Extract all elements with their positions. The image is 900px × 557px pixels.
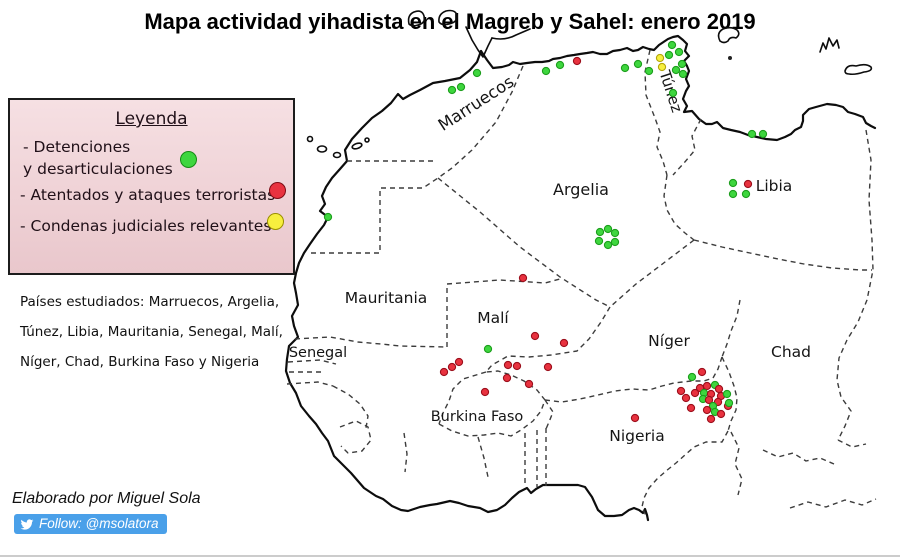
activity-marker bbox=[716, 409, 726, 419]
legend-item-attacks: - Atentados y ataques terroristas bbox=[20, 186, 276, 204]
twitter-follow-label: Follow: @msolatora bbox=[39, 516, 159, 531]
country-label-mauritania: Mauritania bbox=[345, 289, 428, 307]
activity-marker bbox=[728, 189, 738, 199]
activity-marker bbox=[610, 228, 620, 238]
activity-marker bbox=[702, 405, 712, 415]
spain-coast-east bbox=[491, 28, 531, 40]
island-pantelleria bbox=[728, 56, 732, 60]
twitter-follow-button[interactable]: Follow: @msolatora bbox=[14, 514, 167, 534]
activity-marker bbox=[743, 179, 753, 189]
island-balearic-1 bbox=[407, 10, 426, 27]
activity-marker bbox=[323, 212, 333, 222]
activity-marker bbox=[483, 344, 493, 354]
activity-marker bbox=[472, 68, 482, 78]
activity-marker bbox=[439, 367, 449, 377]
activity-marker bbox=[603, 240, 613, 250]
activity-marker bbox=[678, 69, 688, 79]
activity-marker bbox=[702, 381, 712, 391]
canary-islands bbox=[306, 135, 370, 159]
bottom-edge-line bbox=[0, 555, 900, 557]
country-label-burkina-faso: Burkina Faso bbox=[431, 409, 524, 425]
activity-marker bbox=[512, 361, 522, 371]
activity-marker bbox=[555, 60, 565, 70]
activity-marker bbox=[447, 85, 457, 95]
legend-title: Leyenda bbox=[115, 109, 188, 129]
country-label-senegal: Senegal bbox=[289, 345, 347, 361]
activity-marker bbox=[714, 384, 724, 394]
activity-marker bbox=[664, 50, 674, 60]
activity-marker bbox=[728, 178, 738, 188]
activity-marker bbox=[543, 362, 553, 372]
activity-marker bbox=[668, 88, 678, 98]
country-label-argelia: Argelia bbox=[553, 180, 609, 199]
activity-marker bbox=[603, 224, 613, 234]
activity-marker bbox=[655, 53, 665, 63]
activity-marker bbox=[706, 414, 716, 424]
twitter-bird-icon bbox=[20, 518, 34, 530]
activity-marker bbox=[644, 66, 654, 76]
activity-marker bbox=[502, 373, 512, 383]
country-label-malí: Malí bbox=[477, 309, 509, 327]
activity-marker bbox=[687, 372, 697, 382]
activity-marker bbox=[524, 379, 534, 389]
activity-markers bbox=[323, 40, 768, 424]
legend-item-sentences: - Condenas judiciales relevantes bbox=[20, 217, 272, 235]
activity-marker bbox=[456, 82, 466, 92]
activity-marker bbox=[541, 66, 551, 76]
legend-item-detentions: - Detenciones y desarticulaciones bbox=[23, 138, 173, 178]
activity-marker bbox=[630, 413, 640, 423]
activity-marker bbox=[454, 357, 464, 367]
country-label-chad: Chad bbox=[771, 343, 811, 361]
country-borders bbox=[286, 49, 877, 517]
activity-marker bbox=[620, 63, 630, 73]
red-dot-icon bbox=[269, 182, 286, 199]
island-malta bbox=[844, 63, 873, 76]
activity-marker bbox=[724, 398, 734, 408]
activity-marker bbox=[704, 395, 714, 405]
island-balearic-2 bbox=[438, 9, 458, 26]
country-label-nigeria: Nigeria bbox=[609, 427, 664, 445]
activity-marker bbox=[595, 227, 605, 237]
activity-marker bbox=[518, 273, 528, 283]
activity-marker bbox=[686, 403, 696, 413]
activity-marker bbox=[657, 62, 667, 72]
studied-countries-note: Países estudiados: Marruecos, Argelia, T… bbox=[20, 294, 283, 370]
spain-coast bbox=[465, 26, 493, 58]
activity-marker bbox=[690, 388, 700, 398]
activity-marker bbox=[610, 237, 620, 247]
activity-marker bbox=[758, 129, 768, 139]
activity-marker bbox=[681, 393, 691, 403]
activity-marker bbox=[559, 338, 569, 348]
yellow-dot-icon bbox=[267, 213, 284, 230]
activity-marker bbox=[530, 331, 540, 341]
activity-marker bbox=[674, 47, 684, 57]
activity-marker bbox=[722, 389, 732, 399]
activity-marker bbox=[594, 236, 604, 246]
country-label-libia: Libia bbox=[756, 177, 793, 195]
island-sardinia bbox=[717, 26, 740, 44]
page-title: Mapa actividad yihadista en el Magreb y … bbox=[144, 9, 756, 34]
activity-marker bbox=[677, 59, 687, 69]
island-sicily-tip bbox=[819, 37, 840, 53]
activity-marker bbox=[667, 40, 677, 50]
activity-marker bbox=[572, 56, 582, 66]
activity-marker bbox=[676, 386, 686, 396]
country-label-níger: Níger bbox=[648, 332, 690, 350]
legend-box: Leyenda - Detenciones y desarticulacione… bbox=[8, 98, 295, 275]
activity-marker bbox=[671, 65, 681, 75]
activity-marker bbox=[697, 367, 707, 377]
activity-marker bbox=[503, 360, 513, 370]
activity-marker bbox=[447, 362, 457, 372]
atlantic-coastline bbox=[284, 49, 650, 522]
activity-marker bbox=[741, 189, 751, 199]
author-credit: Elaborado por Miguel Sola bbox=[12, 490, 201, 507]
activity-marker bbox=[747, 129, 757, 139]
activity-marker bbox=[633, 59, 643, 69]
green-dot-icon bbox=[180, 151, 197, 168]
activity-marker bbox=[480, 387, 490, 397]
